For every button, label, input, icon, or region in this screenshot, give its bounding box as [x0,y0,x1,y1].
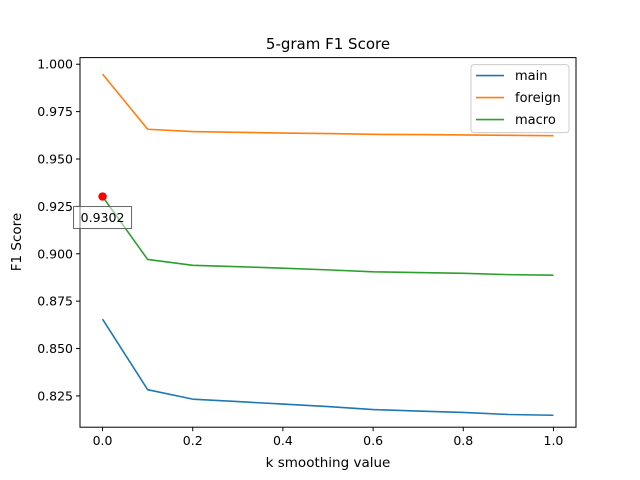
y-tick-label: 0.875 [37,294,73,309]
series-line-macro [101,196,554,276]
plot-frame [79,57,577,428]
highlight-point [98,192,107,201]
x-axis-label: k smoothing value [266,455,391,471]
y-tick-label: 0.925 [37,199,73,214]
x-tick-label: 1.0 [544,433,564,448]
y-tick-label: 0.825 [37,388,73,403]
y-axis-label: F1 Score [9,213,25,271]
x-tick-label: 0.2 [183,433,203,448]
y-tick-label: 0.850 [37,341,73,356]
x-tick-label: 0.8 [453,433,473,448]
series-line-foreign [101,73,554,137]
x-tick-label: 0.4 [273,433,293,448]
x-tick-label: 0.6 [363,433,383,448]
legend-label-foreign: foreign [515,91,561,106]
y-tick-label: 1.000 [37,57,73,72]
annotation-label: 0.9302 [81,210,125,225]
chart-title: 5-gram F1 Score [266,35,390,53]
y-tick-label: 0.900 [37,246,73,261]
series-line-main [101,318,554,417]
legend-label-main: main [515,69,547,84]
x-tick-label: 0.0 [93,433,113,448]
legend-box [470,64,570,134]
legend-label-macro: macro [515,113,556,128]
y-tick-label: 0.975 [37,104,73,119]
y-tick-label: 0.950 [37,152,73,167]
annotation-box [73,206,133,230]
